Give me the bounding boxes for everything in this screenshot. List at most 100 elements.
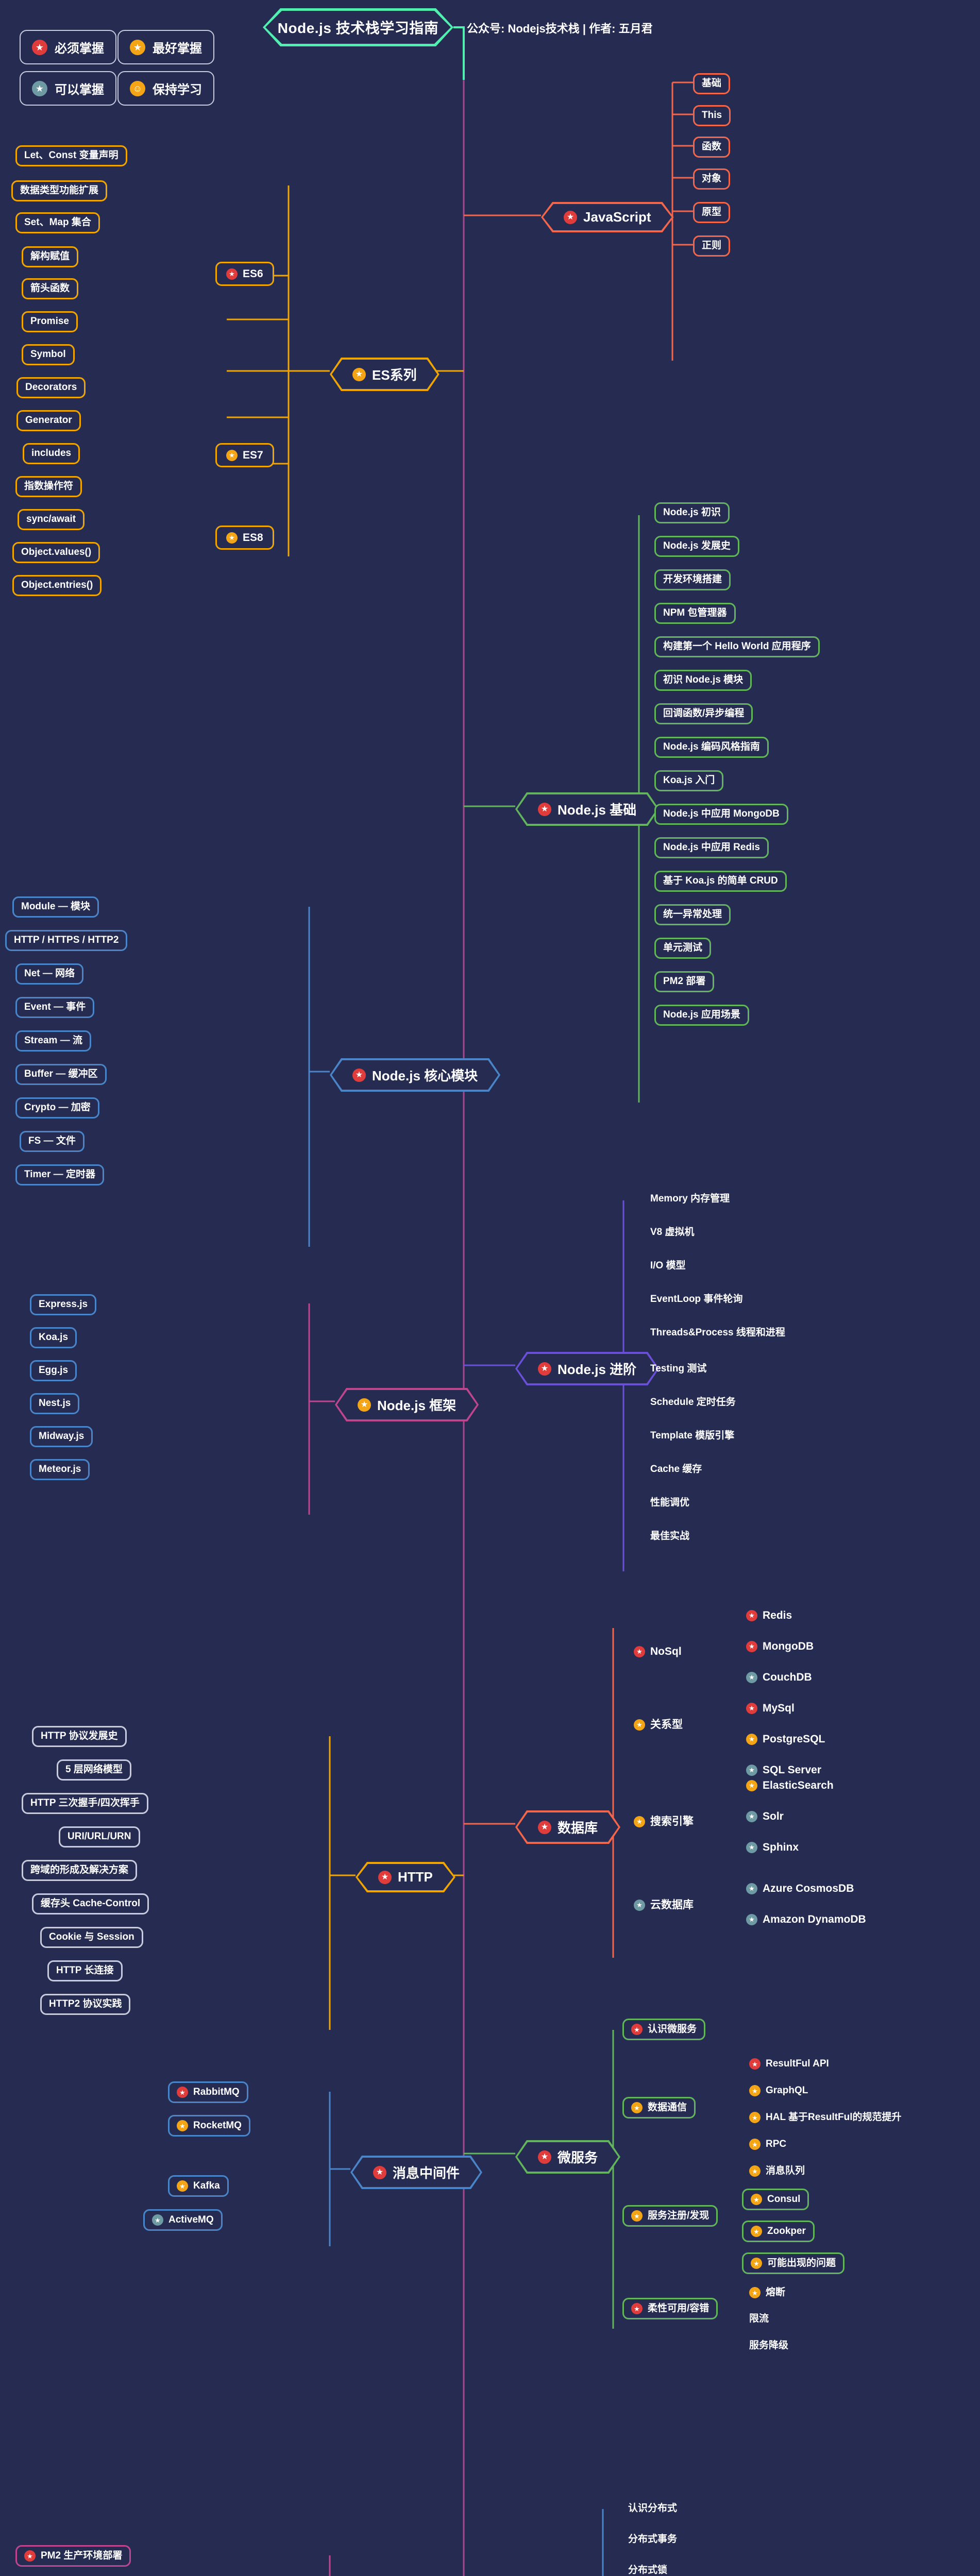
branch-database[interactable]: ★ 数据库 bbox=[515, 1810, 620, 1844]
http-keep-alive[interactable]: HTTP 长连接 bbox=[47, 1960, 123, 1981]
adv-eventloop[interactable]: EventLoop 事件轮询 bbox=[650, 1294, 743, 1304]
core-stream[interactable]: Stream — 流 bbox=[15, 1030, 91, 1052]
node-js-regex[interactable]: 正则 bbox=[693, 235, 731, 257]
nodejs-style-guide[interactable]: Node.js 编码风格指南 bbox=[654, 737, 769, 758]
group-es8[interactable]: ★ ES8 bbox=[215, 526, 274, 550]
mq-rocketmq[interactable]: ★ RocketMQ bbox=[168, 2115, 250, 2137]
nodejs-modules-intro[interactable]: 初识 Node.js 模块 bbox=[654, 670, 752, 691]
adv-best-practice[interactable]: 最佳实战 bbox=[650, 1531, 690, 1541]
ms-registry-discovery[interactable]: ★ 服务注册/发现 bbox=[622, 2205, 718, 2227]
legend-item-best[interactable]: ★ 最好掌握 bbox=[117, 30, 214, 64]
framework-nest[interactable]: Nest.js bbox=[30, 1393, 80, 1414]
ms-message-queue[interactable]: ★ 消息队列 bbox=[742, 2162, 812, 2180]
es6-arrow-function[interactable]: 箭头函数 bbox=[22, 278, 79, 299]
branch-javascript[interactable]: ★ JavaScript bbox=[541, 202, 674, 232]
framework-koa[interactable]: Koa.js bbox=[30, 1327, 77, 1348]
nodejs-exception-handling[interactable]: 统一异常处理 bbox=[654, 904, 731, 925]
db-elasticsearch[interactable]: ★ ElasticSearch bbox=[742, 1776, 838, 1794]
db-azure-cosmosdb[interactable]: ★ Azure CosmosDB bbox=[742, 1879, 858, 1897]
nodejs-hello-world[interactable]: 构建第一个 Hello World 应用程序 bbox=[654, 636, 820, 657]
framework-egg[interactable]: Egg.js bbox=[30, 1360, 77, 1381]
core-buffer[interactable]: Buffer — 缓冲区 bbox=[15, 1064, 107, 1085]
es6-promise[interactable]: Promise bbox=[22, 311, 78, 332]
ms-zookeeper[interactable]: ★ Zookper bbox=[742, 2221, 815, 2242]
es6-destructuring[interactable]: 解构赋值 bbox=[22, 246, 79, 267]
db-mongodb[interactable]: ★ MongoDB bbox=[742, 1637, 818, 1655]
core-timer[interactable]: Timer — 定时器 bbox=[15, 1164, 104, 1185]
branch-es-series[interactable]: ★ ES系列 bbox=[330, 358, 440, 391]
db-amazon-dynamodb[interactable]: ★ Amazon DynamoDB bbox=[742, 1910, 870, 1928]
adv-template[interactable]: Template 模版引擎 bbox=[650, 1430, 735, 1441]
core-fs[interactable]: FS — 文件 bbox=[20, 1131, 85, 1152]
nodejs-mongodb[interactable]: Node.js 中应用 MongoDB bbox=[654, 804, 788, 825]
http-cache-control[interactable]: 缓存头 Cache-Control bbox=[32, 1893, 149, 1914]
mq-activemq[interactable]: ★ ActiveMQ bbox=[143, 2209, 223, 2231]
ms-intro[interactable]: ★ 认识微服务 bbox=[622, 2019, 706, 2040]
core-crypto[interactable]: Crypto — 加密 bbox=[15, 1097, 99, 1118]
adv-cache[interactable]: Cache 缓存 bbox=[650, 1464, 702, 1475]
db-sqlserver[interactable]: ★ SQL Server bbox=[742, 1761, 825, 1779]
http-cookie-session[interactable]: Cookie 与 Session bbox=[40, 1927, 143, 1948]
nodejs-use-cases[interactable]: Node.js 应用场景 bbox=[654, 1005, 749, 1026]
node-js-this[interactable]: This bbox=[693, 105, 731, 126]
group-cloud-db[interactable]: ★ 云数据库 bbox=[630, 1896, 698, 1914]
ms-degradation[interactable]: 服务降级 bbox=[749, 2340, 789, 2351]
adv-performance[interactable]: 性能调优 bbox=[650, 1497, 690, 1508]
framework-midway[interactable]: Midway.js bbox=[30, 1426, 93, 1447]
branch-http[interactable]: ★ HTTP bbox=[356, 1862, 455, 1892]
ms-restful-api[interactable]: ★ ResultFul API bbox=[742, 2055, 836, 2073]
adv-testing[interactable]: Testing 测试 bbox=[650, 1363, 707, 1374]
http-history[interactable]: HTTP 协议发展史 bbox=[32, 1726, 127, 1747]
branch-messaging[interactable]: ★ 消息中间件 bbox=[350, 2156, 482, 2189]
nodejs-npm[interactable]: NPM 包管理器 bbox=[654, 603, 736, 624]
mq-rabbitmq[interactable]: ★ RabbitMQ bbox=[168, 2081, 248, 2103]
group-nosql[interactable]: ★ NoSql bbox=[630, 1642, 686, 1660]
ms-resilience[interactable]: ★ 柔性可用/容错 bbox=[622, 2298, 718, 2319]
adv-v8[interactable]: V8 虚拟机 bbox=[650, 1227, 695, 1238]
group-es6[interactable]: ★ ES6 bbox=[215, 262, 274, 286]
ms-possible-issues[interactable]: ★ 可能出现的问题 bbox=[742, 2252, 845, 2274]
db-sphinx[interactable]: ★ Sphinx bbox=[742, 1838, 803, 1856]
adv-threads-process[interactable]: Threads&Process 线程和进程 bbox=[650, 1327, 785, 1338]
nodejs-unit-test[interactable]: 单元测试 bbox=[654, 938, 712, 959]
branch-advanced[interactable]: ★ Node.js 进阶 bbox=[515, 1352, 659, 1385]
group-search-engine[interactable]: ★ 搜索引擎 bbox=[630, 1812, 698, 1831]
group-relational[interactable]: ★ 关系型 bbox=[630, 1716, 687, 1734]
branch-nodejs-base[interactable]: ★ Node.js 基础 bbox=[515, 792, 659, 826]
mq-kafka[interactable]: ★ Kafka bbox=[168, 2175, 229, 2197]
dist-intro[interactable]: 认识分布式 bbox=[628, 2503, 678, 2514]
es6-type-extension[interactable]: 数据类型功能扩展 bbox=[11, 180, 108, 201]
node-js-function[interactable]: 函数 bbox=[693, 137, 731, 158]
es7-exponent-operator[interactable]: 指数操作符 bbox=[15, 476, 82, 497]
http-5-layer-model[interactable]: 5 层网络模型 bbox=[57, 1759, 131, 1781]
framework-meteor[interactable]: Meteor.js bbox=[30, 1459, 90, 1480]
node-js-prototype[interactable]: 原型 bbox=[693, 202, 731, 223]
core-event[interactable]: Event — 事件 bbox=[15, 997, 95, 1018]
core-module[interactable]: Module — 模块 bbox=[12, 896, 99, 918]
ms-rpc[interactable]: ★ RPC bbox=[742, 2135, 793, 2154]
group-es7[interactable]: ★ ES7 bbox=[215, 443, 274, 468]
nodejs-koa-intro[interactable]: Koa.js 入门 bbox=[654, 770, 724, 791]
es6-symbol[interactable]: Symbol bbox=[22, 344, 75, 365]
legend-item-must[interactable]: ★ 必须掌握 bbox=[20, 30, 116, 64]
branch-core-modules[interactable]: ★ Node.js 核心模块 bbox=[330, 1058, 500, 1092]
es6-generator[interactable]: Generator bbox=[16, 410, 81, 431]
dist-transaction[interactable]: 分布式事务 bbox=[628, 2534, 678, 2545]
db-redis[interactable]: ★ Redis bbox=[742, 1606, 796, 1624]
devops-pm2[interactable]: ★ PM2 生产环境部署 bbox=[15, 2545, 131, 2567]
legend-item-keep[interactable]: ☺ 保持学习 bbox=[117, 71, 214, 106]
nodejs-intro[interactable]: Node.js 初识 bbox=[654, 502, 730, 523]
ms-data-comm[interactable]: ★ 数据通信 bbox=[622, 2097, 696, 2119]
nodejs-callbacks[interactable]: 回调函数/异步编程 bbox=[654, 703, 753, 724]
nodejs-pm2-deploy[interactable]: PM2 部署 bbox=[654, 971, 715, 992]
db-postgresql[interactable]: ★ PostgreSQL bbox=[742, 1730, 829, 1748]
es7-includes[interactable]: includes bbox=[23, 443, 80, 464]
ms-hal[interactable]: ★ HAL 基于ResultFul的规范提升 bbox=[742, 2108, 909, 2127]
es6-decorators[interactable]: Decorators bbox=[16, 377, 86, 398]
ms-rate-limit[interactable]: 限流 bbox=[749, 2313, 769, 2324]
ms-circuit-breaker[interactable]: ★ 熔断 bbox=[742, 2283, 792, 2302]
db-solr[interactable]: ★ Solr bbox=[742, 1807, 788, 1825]
core-http[interactable]: HTTP / HTTPS / HTTP2 bbox=[5, 930, 128, 951]
adv-schedule[interactable]: Schedule 定时任务 bbox=[650, 1397, 736, 1408]
adv-memory[interactable]: Memory 内存管理 bbox=[650, 1193, 730, 1204]
